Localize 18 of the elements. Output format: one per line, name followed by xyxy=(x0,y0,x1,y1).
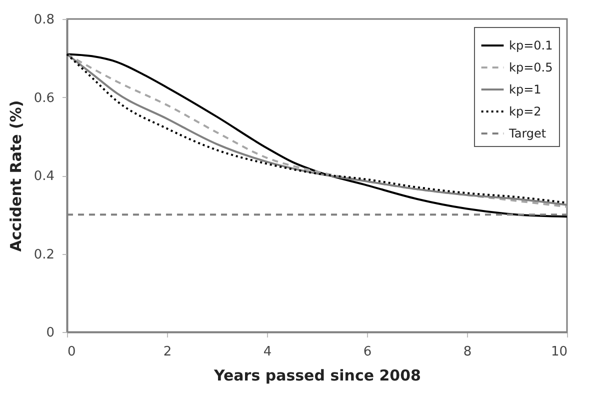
y-tick-label: 0.6 xyxy=(34,90,54,106)
legend-label: kp=2 xyxy=(509,104,542,118)
y-tick-label: 0.8 xyxy=(34,12,54,28)
legend-label: kp=0.5 xyxy=(509,60,553,74)
legend-label: kp=1 xyxy=(509,82,542,96)
x-tick-label: 0 xyxy=(68,344,76,360)
y-tick-label: 0.4 xyxy=(34,169,54,184)
x-tick-label: 4 xyxy=(263,344,272,360)
x-tick-label: 10 xyxy=(550,344,568,360)
legend-label: kp=0.1 xyxy=(509,38,553,52)
legend-label: Target xyxy=(508,126,546,140)
x-tick-label: 6 xyxy=(363,344,372,360)
y-tick-label: 0.2 xyxy=(34,247,54,262)
x-tick-label: 2 xyxy=(163,344,172,360)
y-axis-title: Accident Rate (%) xyxy=(6,100,25,252)
x-tick-label: 8 xyxy=(463,344,472,360)
y-tick-label: 0 xyxy=(46,326,54,340)
x-axis-title: Years passed since 2008 xyxy=(213,366,421,384)
